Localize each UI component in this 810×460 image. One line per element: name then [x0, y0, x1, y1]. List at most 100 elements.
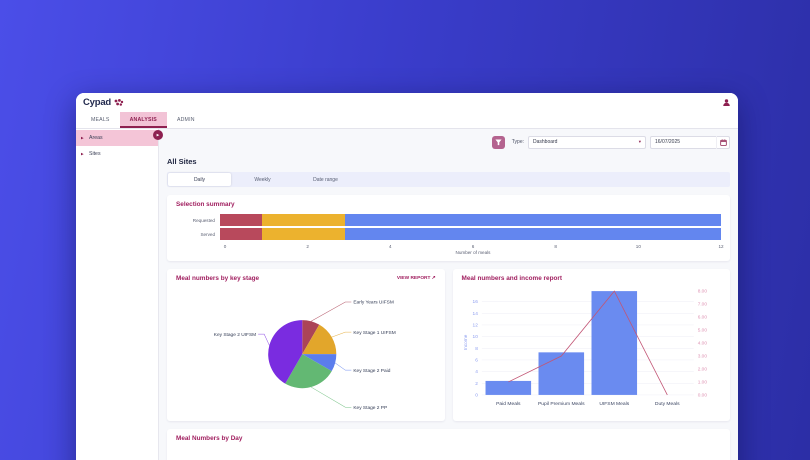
y-axis-left-tick: 6	[475, 358, 478, 364]
income-line	[507, 290, 668, 396]
sidebar-collapse-toggle[interactable]: ▶	[153, 130, 163, 140]
app-window: Cypad MEALS ANALYSIS ADMIN ▶ Areas ▶ Sit	[76, 93, 738, 460]
y-axis-left-title: Income	[462, 334, 468, 350]
x-axis-tick: 8	[554, 244, 557, 249]
stacked-bar-chart: Requested Served	[176, 214, 721, 240]
pie-slice	[302, 320, 320, 355]
stack-bar-row-label: Requested	[192, 217, 215, 223]
y-axis-left-tick: 2	[475, 381, 478, 387]
stack-bar-segment	[345, 228, 721, 240]
stack-bar-segment	[261, 228, 346, 240]
x-axis-category-label: UIFSM Meals	[599, 401, 629, 407]
type-label: Type:	[511, 139, 524, 145]
stack-bar-row: Served	[176, 228, 721, 240]
stack-bar-segment	[220, 214, 262, 226]
y-axis-right-tick: 5.00	[697, 328, 707, 334]
window-header: Cypad	[76, 93, 738, 112]
stack-bar-segment	[220, 228, 262, 240]
view-report-link[interactable]: VIEW REPORT ↗	[396, 276, 436, 281]
type-select[interactable]: Dashboard ▾	[528, 135, 646, 149]
pie-slice	[302, 354, 337, 372]
tab-meals[interactable]: MEALS	[91, 117, 110, 123]
y-axis-left-tick: 12	[472, 323, 478, 329]
y-axis-left-tick: 10	[472, 334, 478, 340]
pie-slice	[268, 320, 303, 384]
stack-bar-row: Requested	[176, 214, 721, 226]
toolbar: Type: Dashboard ▾ 16/07/2025	[167, 129, 730, 155]
y-axis-right-tick: 7.00	[697, 302, 707, 308]
x-axis-category-label: Duty Meals	[654, 401, 679, 407]
sidebar: ▶ Areas ▶ Sites ▶	[76, 129, 163, 460]
x-axis-category-label: Paid Meals	[496, 401, 521, 407]
date-value: 16/07/2025	[655, 139, 681, 145]
arrow-up-right-icon: ↗	[431, 276, 436, 281]
y-axis-right-tick: 3.00	[697, 354, 707, 360]
by-day-title: Meal Numbers by Day	[176, 435, 243, 442]
sidebar-item-areas[interactable]: ▶ Areas	[76, 130, 158, 146]
bar	[485, 380, 531, 395]
logo-dots-icon	[113, 98, 124, 107]
sidebar-item-label: Areas	[89, 135, 103, 141]
x-axis-tick: 2	[306, 244, 309, 249]
pie-slice-label: Key Stage 2 UIFSM	[214, 332, 256, 338]
chevron-down-icon: ▾	[638, 138, 641, 144]
main-content: Type: Dashboard ▾ 16/07/2025 All Sites D…	[159, 129, 738, 460]
chevron-right-icon: ▶	[156, 133, 160, 137]
pie-slice-label: Key Stage 1 UIFSM	[353, 330, 395, 336]
combo-chart: 0 2 4 6 8 10 12 14 16 0.00 1.00 2.00 3.00 4.00 5.00 6.0…	[462, 289, 707, 407]
y-axis-right-tick: 4.00	[697, 341, 707, 347]
x-axis-tick: 12	[718, 244, 724, 249]
pie-slice-label: Early Years UIFSM	[353, 300, 394, 306]
y-axis-left-tick: 4	[475, 369, 478, 375]
tab-date-range[interactable]: Date range	[313, 176, 338, 183]
sidebar-item-label: Sites	[89, 151, 101, 157]
filter-button[interactable]	[491, 135, 505, 149]
x-axis-tick: 10	[635, 244, 641, 249]
y-axis-right-tick: 2.00	[697, 367, 707, 373]
date-input[interactable]: 16/07/2025	[650, 135, 730, 149]
x-axis-tick: 6	[471, 244, 475, 249]
tab-admin[interactable]: ADMIN	[176, 117, 195, 123]
y-axis-left-tick: 8	[475, 346, 478, 352]
pie-label-leader-line	[310, 301, 352, 322]
stack-bar-segment	[261, 214, 346, 226]
tab-weekly[interactable]: Weekly	[254, 176, 271, 183]
y-axis-right-tick: 1.00	[697, 380, 707, 386]
bar	[591, 291, 637, 395]
sidebar-item-sites[interactable]: ▶ Sites	[76, 146, 158, 162]
caret-right-icon: ▶	[81, 136, 84, 140]
income-report-title: Meal numbers and income report	[461, 275, 563, 282]
pie-slice	[285, 354, 332, 389]
key-stage-card: Meal numbers by key stage VIEW REPORT ↗ …	[167, 269, 445, 421]
stacked-bar-x-axis-label: Number of meals	[455, 250, 491, 255]
x-axis-tick: 0	[223, 244, 227, 249]
bar	[538, 352, 584, 395]
pie-label-leader-line	[331, 331, 352, 338]
y-axis-right-tick: 0.00	[697, 393, 707, 399]
period-tabs: Daily Weekly Date range	[167, 172, 730, 187]
pie-label-leader-line	[310, 386, 352, 408]
x-axis-category-label: Pupil Premium Meals	[537, 401, 584, 407]
y-axis-left-tick: 14	[472, 311, 478, 317]
selection-summary-title: Selection summary	[176, 201, 235, 208]
y-axis-left-tick: 0	[475, 393, 478, 399]
calendar-button[interactable]	[716, 135, 729, 149]
page-title: All Sites	[167, 157, 197, 166]
main-nav-tabs: MEALS ANALYSIS ADMIN	[76, 112, 738, 129]
type-select-value: Dashboard	[533, 139, 558, 145]
user-icon[interactable]	[722, 98, 731, 107]
tab-analysis[interactable]: ANALYSIS	[119, 112, 167, 128]
stacked-bar-x-axis: 0 2 4 6 8 10 12	[223, 242, 724, 250]
pie-slice-label: Key Stage 2 Paid	[353, 368, 390, 374]
by-day-card: Meal Numbers by Day	[167, 429, 730, 460]
calendar-icon	[719, 139, 727, 146]
x-axis-tick: 4	[389, 244, 392, 249]
tab-daily[interactable]: Daily	[168, 173, 231, 186]
pie-slice-label: Key Stage 2 PP	[353, 405, 387, 411]
y-axis-left-tick: 16	[472, 299, 478, 305]
y-axis-right-tick: 8.00	[697, 289, 707, 295]
pie-label-leader-line	[335, 362, 352, 371]
caret-right-icon: ▶	[81, 152, 84, 156]
pie-chart: Early Years UIFSM Key Stage 1 UIFSM Key St…	[214, 300, 396, 411]
